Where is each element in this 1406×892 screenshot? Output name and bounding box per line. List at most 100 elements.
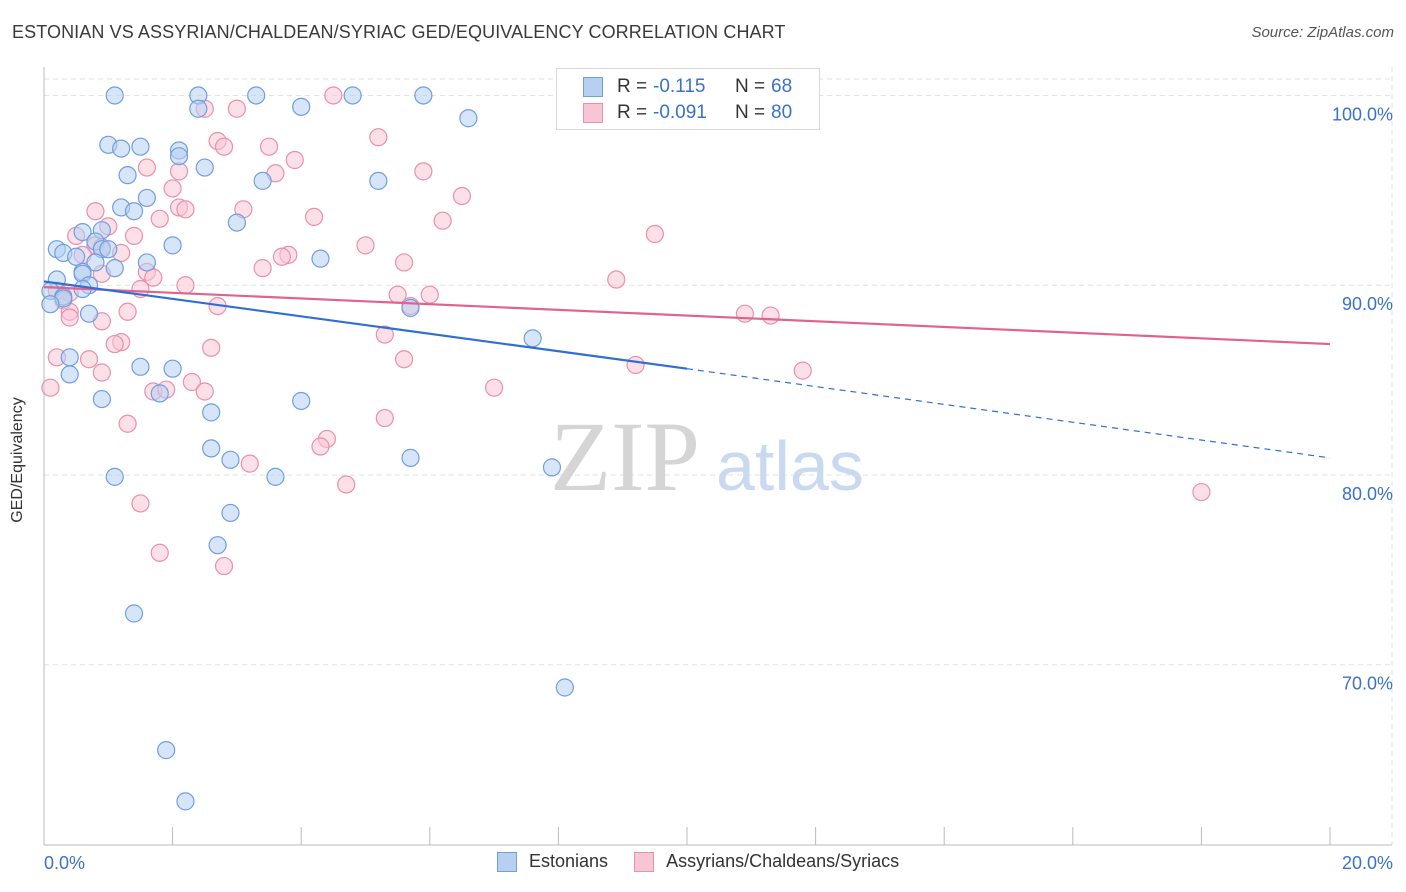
- blue-point: [124, 604, 144, 623]
- pink-point: [214, 556, 234, 576]
- chart-title: ESTONIAN VS ASSYRIAN/CHALDEAN/SYRIAC GED…: [12, 22, 786, 42]
- pink-point: [420, 285, 439, 304]
- blue-point: [459, 109, 478, 128]
- pink-point: [645, 224, 664, 244]
- pink-point: [105, 334, 124, 354]
- pink-point: [337, 475, 356, 494]
- pink-point: [607, 270, 626, 289]
- blue-point: [202, 439, 221, 458]
- pink-point: [86, 202, 105, 221]
- blue-point: [86, 253, 105, 272]
- pink-point: [485, 378, 504, 397]
- blue-point: [195, 158, 214, 177]
- blue-point: [227, 213, 246, 232]
- trend-lines: [43, 280, 1331, 459]
- pink-point: [394, 253, 414, 272]
- legend-item-assyrians[interactable]: Assyrians/Chaldeans/Syriacs: [634, 851, 899, 872]
- blue-point: [253, 171, 272, 190]
- pink-point: [735, 304, 754, 323]
- x-tick-label: 20.0%: [1342, 853, 1393, 873]
- y-axis-label: GED/Equivalency: [9, 397, 26, 523]
- blue-point: [414, 86, 433, 105]
- blue-point: [105, 86, 124, 105]
- blue-trend-line: [43, 280, 688, 370]
- pink-point: [761, 306, 780, 325]
- blue-point: [266, 467, 285, 486]
- blue-point: [105, 467, 124, 486]
- blue-point: [169, 147, 189, 166]
- pink-point: [118, 302, 137, 321]
- watermark-zip: ZIP: [550, 401, 700, 512]
- blue-series-points: [41, 86, 574, 811]
- blue-point: [542, 458, 562, 477]
- pink-point: [118, 414, 137, 433]
- pink-point: [92, 363, 111, 382]
- pink-point: [150, 209, 169, 228]
- pink-point: [124, 226, 144, 245]
- watermark-atlas: atlas: [716, 427, 864, 505]
- blue-trend-extension: [686, 368, 1331, 459]
- y-tick-label: 70.0%: [1342, 674, 1393, 694]
- n-label: N =: [735, 102, 766, 123]
- blue-swatch: [583, 77, 603, 97]
- blue-point: [189, 99, 208, 118]
- pink-point: [137, 158, 156, 177]
- pink-point: [240, 454, 259, 473]
- pink-point: [144, 268, 163, 287]
- blue-point: [41, 295, 60, 314]
- blue-point: [124, 202, 144, 221]
- pink-point: [60, 308, 79, 327]
- pink-point: [214, 137, 234, 156]
- r-value: -0.091: [653, 102, 707, 123]
- n-label: N =: [735, 76, 766, 97]
- blue-point: [401, 448, 420, 467]
- pink-point: [79, 350, 99, 369]
- pink-point: [195, 382, 214, 401]
- blue-point: [523, 329, 542, 348]
- r-label: R =: [617, 76, 648, 97]
- pink-point: [369, 128, 388, 147]
- blue-point: [137, 188, 156, 208]
- axis-layer: [43, 67, 1392, 846]
- tick-labels: 100.0% 90.0% 80.0% 70.0% 0.0% 20.0%: [44, 104, 1393, 873]
- pink-point: [259, 137, 279, 156]
- pink-trend-line: [43, 286, 1331, 346]
- blue-point: [137, 253, 156, 272]
- pink-point: [202, 338, 221, 357]
- blue-point: [131, 137, 150, 156]
- pink-point: [272, 247, 292, 266]
- pink-point: [793, 361, 812, 380]
- blue-point: [157, 741, 176, 760]
- pink-point: [176, 200, 195, 219]
- blue-point: [131, 357, 150, 376]
- y-tick-label: 80.0%: [1342, 484, 1393, 504]
- blue-point: [73, 222, 92, 242]
- pink-point: [433, 211, 452, 230]
- blue-point: [247, 86, 266, 105]
- blue-point: [99, 240, 118, 259]
- blue-point: [311, 249, 330, 268]
- pink-point: [414, 162, 433, 181]
- pink-point: [131, 494, 150, 513]
- blue-point: [118, 166, 137, 185]
- blue-point: [79, 304, 99, 323]
- legend-item-estonians[interactable]: Estonians: [497, 851, 608, 872]
- pink-point: [356, 236, 375, 255]
- pink-point: [182, 372, 201, 392]
- blue-point: [163, 236, 182, 255]
- pink-point: [227, 99, 246, 118]
- pink-point: [150, 543, 169, 562]
- n-value: 68: [771, 76, 793, 97]
- pink-point: [304, 207, 324, 227]
- pink-point: [1192, 482, 1211, 502]
- pink-swatch: [583, 103, 603, 123]
- pink-point: [626, 355, 645, 375]
- blue-swatch: [497, 851, 517, 872]
- r-value: -0.115: [653, 76, 706, 97]
- legend-label: Estonians: [529, 851, 609, 871]
- x-tick-label: 0.0%: [44, 853, 85, 873]
- r-label: R =: [617, 102, 648, 123]
- blue-point: [555, 678, 574, 697]
- blue-point: [60, 348, 79, 367]
